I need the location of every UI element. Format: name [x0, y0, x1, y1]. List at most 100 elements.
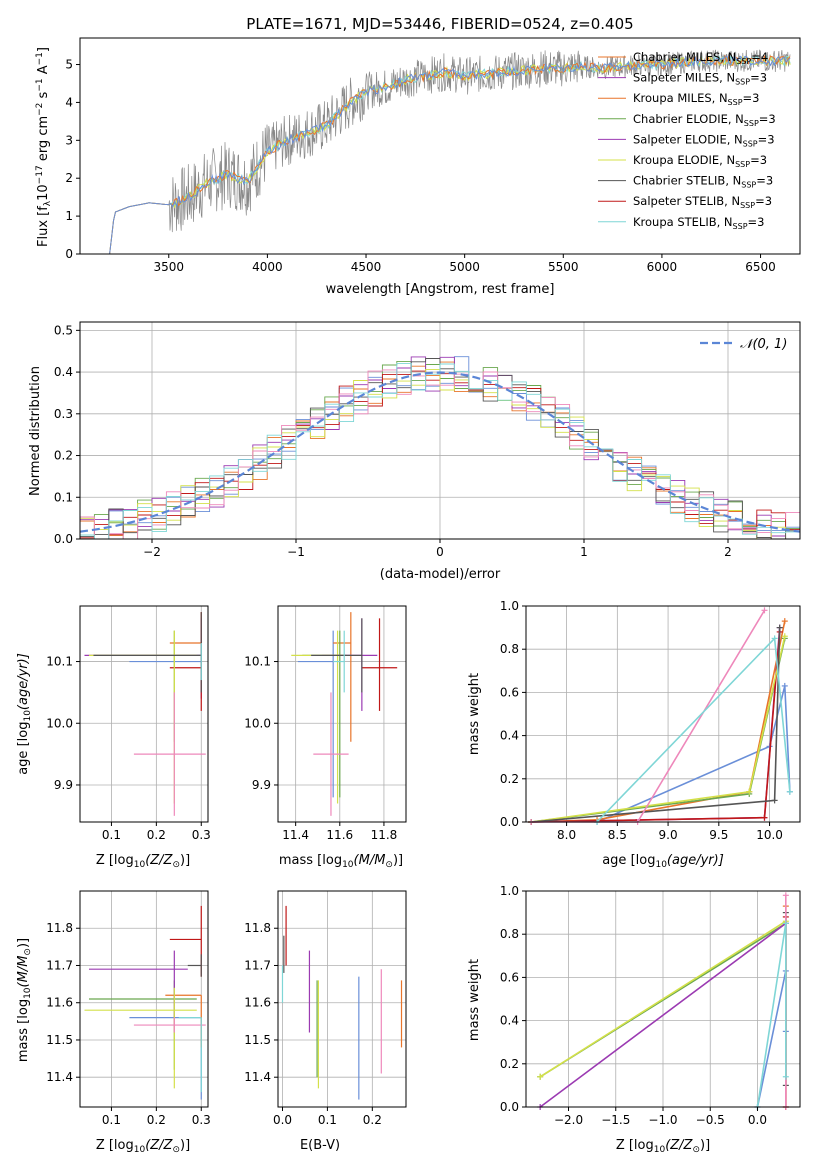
- x-tick-label: −1.5: [601, 1113, 630, 1127]
- x-tick-label: 0.2: [147, 1113, 166, 1127]
- y-tick-label: 9.9: [252, 778, 271, 792]
- legend-entry: Salpeter MILES, NSSP=3: [633, 71, 767, 87]
- y-tick-label: 11.8: [244, 921, 271, 935]
- y-tick-label: 0.6: [500, 685, 519, 699]
- y-tick-label: 0.0: [500, 1100, 519, 1114]
- x-tick-label: −2.0: [554, 1113, 583, 1127]
- y-tick-label: 1.0: [500, 599, 519, 613]
- x-tick-label: 10.0: [756, 828, 783, 842]
- y-tick-label: 0.2: [54, 449, 73, 463]
- x-tick-label: −0.5: [696, 1113, 725, 1127]
- y-tick-label: 10.1: [46, 655, 73, 669]
- y-tick-label: 1.0: [500, 884, 519, 898]
- legend-entry: Kroupa STELIB, NSSP=3: [633, 215, 764, 231]
- y-tick-label: 11.7: [244, 958, 271, 972]
- y-tick-label: 9.9: [54, 778, 73, 792]
- spectrum-ylabel: Flux [fλ10−17 erg cm−2 s−1 A−1]: [35, 47, 53, 247]
- ageM-xlabel: mass [log10(M/M⊙)]: [279, 853, 403, 870]
- spectrum-xlabel: wavelength [Angstrom, rest frame]: [326, 282, 555, 297]
- y-tick-label: 0.0: [54, 532, 73, 546]
- y-tick-label: 11.5: [46, 1033, 73, 1047]
- x-tick-label: 0.2: [363, 1113, 382, 1127]
- x-tick-label: 0.0: [748, 1113, 767, 1127]
- gaussian-curve: [79, 371, 801, 533]
- y-tick-label: 2: [65, 171, 73, 185]
- x-tick-label: 0: [436, 545, 444, 559]
- legend-entry: Kroupa MILES, NSSP=3: [633, 91, 759, 107]
- wAge-ylabel: mass weight: [467, 673, 482, 755]
- mass-vs-metallicity-panel: 0.1 0.2 0.3 11.4 11.5 11.6 11.7 11.8: [46, 890, 211, 1127]
- x-tick-label: 0.3: [192, 1113, 211, 1127]
- legend-entry: Chabrier STELIB, NSSP=3: [633, 174, 773, 190]
- axes-frame: [79, 890, 209, 1108]
- y-tick-label: 1: [65, 209, 73, 223]
- y-tick-label: 3: [65, 133, 73, 147]
- wZ-xlabel: Z [log10(Z/Z⊙)]: [616, 1138, 710, 1155]
- x-tick-label: 0.0: [273, 1113, 292, 1127]
- x-tick-label: 5000: [449, 260, 480, 274]
- x-tick-label: 4500: [351, 260, 382, 274]
- wZ-ylabel: mass weight: [467, 959, 482, 1041]
- x-tick-label: 0.2: [147, 828, 166, 842]
- x-tick-label: 2: [724, 545, 732, 559]
- x-tick-label: 11.4: [282, 828, 309, 842]
- y-tick-label: 0.0: [500, 815, 519, 829]
- x-tick-label: 3500: [153, 260, 184, 274]
- y-tick-label: 10.0: [244, 716, 271, 730]
- y-tick-label: 0.8: [500, 642, 519, 656]
- weight-line-0: [756, 970, 787, 1108]
- x-tick-label: 6000: [647, 260, 678, 274]
- histogram-5: [80, 368, 800, 540]
- legend-entry: Chabrier MILES, NSSP=4: [633, 50, 768, 66]
- y-tick-label: 0.4: [500, 1014, 519, 1028]
- y-tick-label: 5: [65, 58, 73, 72]
- residuals-panel: −2 −1 0 1 2 0.0 0.1 0.2 0.3 0.4 0.5 𝒩(0, 1): [54, 321, 801, 559]
- y-tick-label: 11.5: [244, 1033, 271, 1047]
- y-tick-label: 0.4: [500, 729, 519, 743]
- x-tick-label: −1.0: [648, 1113, 677, 1127]
- mZ-ylabel: mass [log10(M/M⊙)]: [16, 938, 33, 1062]
- spectrum-panel: 3500 4000 4500 5000 5500 6000 6500 0 1 2 3 4 5 Chabri…: [65, 37, 801, 274]
- y-tick-label: 0.6: [500, 970, 519, 984]
- x-tick-label: 11.8: [371, 828, 398, 842]
- y-tick-label: 10.0: [46, 716, 73, 730]
- spectrum-title: PLATE=1671, MJD=53446, FIBERID=0524, z=0…: [246, 15, 633, 33]
- y-tick-label: 0.2: [500, 772, 519, 786]
- y-tick-label: 11.7: [46, 958, 73, 972]
- axes-frame: [277, 605, 407, 823]
- y-tick-label: 0.5: [54, 323, 73, 337]
- model-spectrum-3: [109, 55, 791, 255]
- x-tick-label: 8.5: [608, 828, 627, 842]
- legend-entry: Kroupa ELODIE, NSSP=3: [633, 153, 767, 169]
- x-tick-label: 0.3: [192, 828, 211, 842]
- y-tick-label: 4: [65, 95, 73, 109]
- y-tick-label: 11.6: [46, 996, 73, 1010]
- y-tick-label: 0.2: [500, 1057, 519, 1071]
- x-tick-label: 0.1: [318, 1113, 337, 1127]
- residuals-ylabel: Normed distribution: [28, 366, 43, 496]
- y-tick-label: 0: [65, 247, 73, 261]
- weight-vs-metallicity-panel: −2.0 −1.5 −1.0 −0.5 0.0 0.0 0.2 0.4 0.6 0.8 1.0: [500, 884, 801, 1127]
- histogram-7: [80, 369, 800, 540]
- mZ-xlabel: Z [log10(Z/Z⊙)]: [96, 1138, 190, 1155]
- histogram-8: [80, 362, 800, 540]
- age-vs-metallicity-panel: 0.1 0.2 0.3 9.9 10.0 10.1: [46, 605, 211, 842]
- y-tick-label: 11.4: [46, 1070, 73, 1084]
- ageZ-ylabel: age [log10(age/yr)]: [16, 653, 33, 775]
- model-spectrum-2: [109, 54, 791, 255]
- legend-entry: Salpeter ELODIE, NSSP=3: [633, 132, 775, 148]
- legend-entry: Salpeter STELIB, NSSP=3: [633, 194, 772, 210]
- y-tick-label: 0.8: [500, 927, 519, 941]
- y-tick-label: 10.1: [244, 655, 271, 669]
- x-tick-label: 4000: [252, 260, 283, 274]
- x-tick-label: 9.5: [709, 828, 728, 842]
- y-tick-label: 11.8: [46, 921, 73, 935]
- y-tick-label: 11.4: [244, 1070, 271, 1084]
- axes-frame: [79, 37, 801, 255]
- y-tick-label: 0.3: [54, 407, 73, 421]
- weight-line-8: [756, 923, 787, 1108]
- model-spectrum-0: [109, 54, 791, 255]
- axes-frame: [525, 605, 801, 823]
- x-tick-label: 5500: [548, 260, 579, 274]
